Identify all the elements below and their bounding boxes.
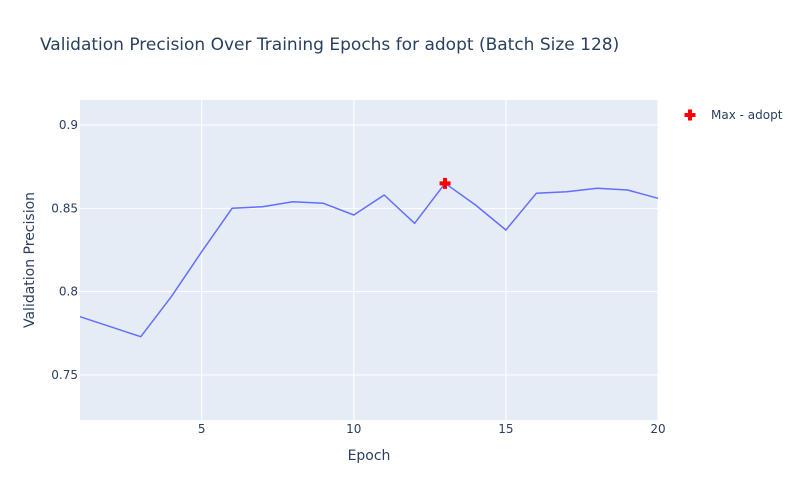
x-tick-label: 5 bbox=[198, 422, 206, 436]
x-tick-label: 10 bbox=[346, 422, 361, 436]
legend[interactable]: Max - adopt bbox=[684, 108, 783, 122]
y-axis-title: Validation Precision bbox=[22, 192, 38, 328]
x-axis-title: Epoch bbox=[348, 448, 391, 464]
x-tick-label: 15 bbox=[498, 422, 513, 436]
max-marker-cross bbox=[439, 177, 451, 189]
x-tick-label: 20 bbox=[650, 422, 665, 436]
legend-cross-icon bbox=[684, 109, 696, 121]
plot-area bbox=[80, 100, 658, 420]
y-tick-label: 0.9 bbox=[59, 118, 78, 132]
legend-label: Max - adopt bbox=[711, 108, 783, 122]
y-axis-ticks: 0.75 0.8 0.85 0.9 bbox=[51, 118, 78, 382]
marker-layer bbox=[439, 177, 451, 189]
y-tick-label: 0.85 bbox=[51, 201, 78, 215]
series-line bbox=[79, 182, 659, 338]
series-layer bbox=[79, 182, 659, 338]
gridlines bbox=[80, 100, 659, 420]
y-tick-label: 0.75 bbox=[51, 368, 78, 382]
y-tick-label: 0.8 bbox=[59, 285, 78, 299]
chart-title: Validation Precision Over Training Epoch… bbox=[40, 35, 619, 55]
x-axis-ticks: 5 10 15 20 bbox=[198, 422, 666, 436]
